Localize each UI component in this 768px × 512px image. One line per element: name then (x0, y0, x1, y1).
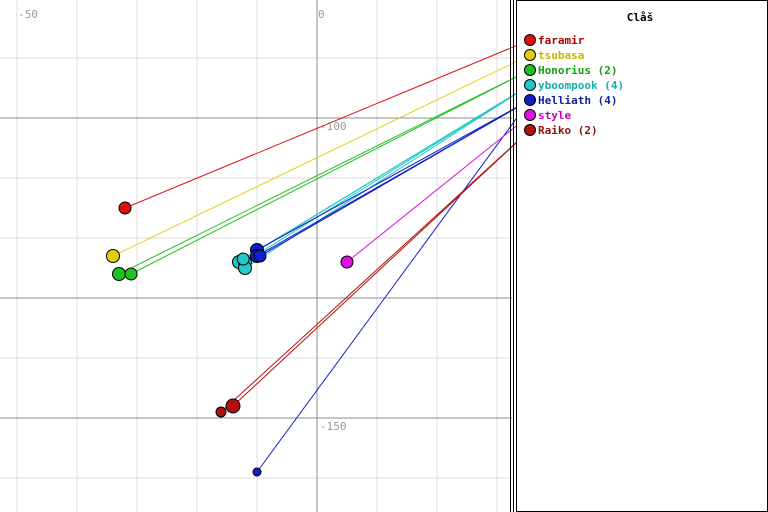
map-marker[interactable] (124, 267, 138, 281)
x-axis-label: 0 (318, 8, 325, 21)
legend-marker-icon (524, 94, 536, 106)
map-marker[interactable] (253, 249, 267, 263)
link-line (220, 129, 531, 413)
link-line (244, 84, 531, 269)
map-marker[interactable] (215, 406, 227, 418)
legend-item-label[interactable]: Honorius (2) (538, 64, 617, 77)
markers (106, 201, 354, 477)
map-marker[interactable] (340, 255, 354, 269)
link-line (232, 129, 531, 407)
link-line (256, 99, 531, 251)
link-line (118, 69, 531, 275)
link-lines (112, 39, 531, 473)
link-line (244, 84, 531, 263)
map-marker[interactable] (252, 467, 262, 477)
legend-item-label[interactable]: tsubasa (538, 49, 584, 62)
link-line (346, 114, 531, 263)
legend-marker-icon (524, 64, 536, 76)
legend-item-label[interactable]: yboompook (4) (538, 79, 624, 92)
link-line (242, 84, 531, 260)
y-axis-label: -150 (320, 420, 347, 433)
link-line (130, 69, 531, 275)
y-axis-label: -100 (320, 120, 347, 133)
legend-marker-icon (524, 49, 536, 61)
grid-lines (0, 0, 512, 512)
legend-item-label[interactable]: style (538, 109, 571, 122)
legend-marker-icon (524, 79, 536, 91)
x-axis-label: -50 (18, 8, 38, 21)
axis-labels: -50 0 -100 -150 (18, 8, 346, 433)
link-line (112, 54, 531, 257)
link-line (259, 99, 531, 257)
legend-marker-icon (524, 124, 536, 136)
link-line (124, 39, 531, 209)
map-marker[interactable] (236, 252, 250, 266)
legend-marker-icon (524, 109, 536, 121)
legend-item-label[interactable]: Helliath (4) (538, 94, 617, 107)
legend-item-label[interactable]: faramir (538, 34, 585, 47)
map-marker[interactable] (112, 267, 126, 281)
map-marker[interactable] (106, 249, 120, 263)
legend-background (516, 0, 768, 512)
legend-items: faramir tsubasa Honorius (2) yboompook (4) H… (524, 34, 624, 137)
legend-marker-icon (524, 34, 536, 46)
map-marker[interactable] (225, 398, 241, 414)
map-marker[interactable] (118, 201, 132, 215)
legend-panel: Clåš faramir tsubasa Honorius (2) yboompook… (510, 0, 768, 512)
link-line (256, 99, 531, 473)
legend-title: Clåš (627, 11, 654, 24)
legend-item-label[interactable]: Raiko (2) (538, 124, 598, 137)
